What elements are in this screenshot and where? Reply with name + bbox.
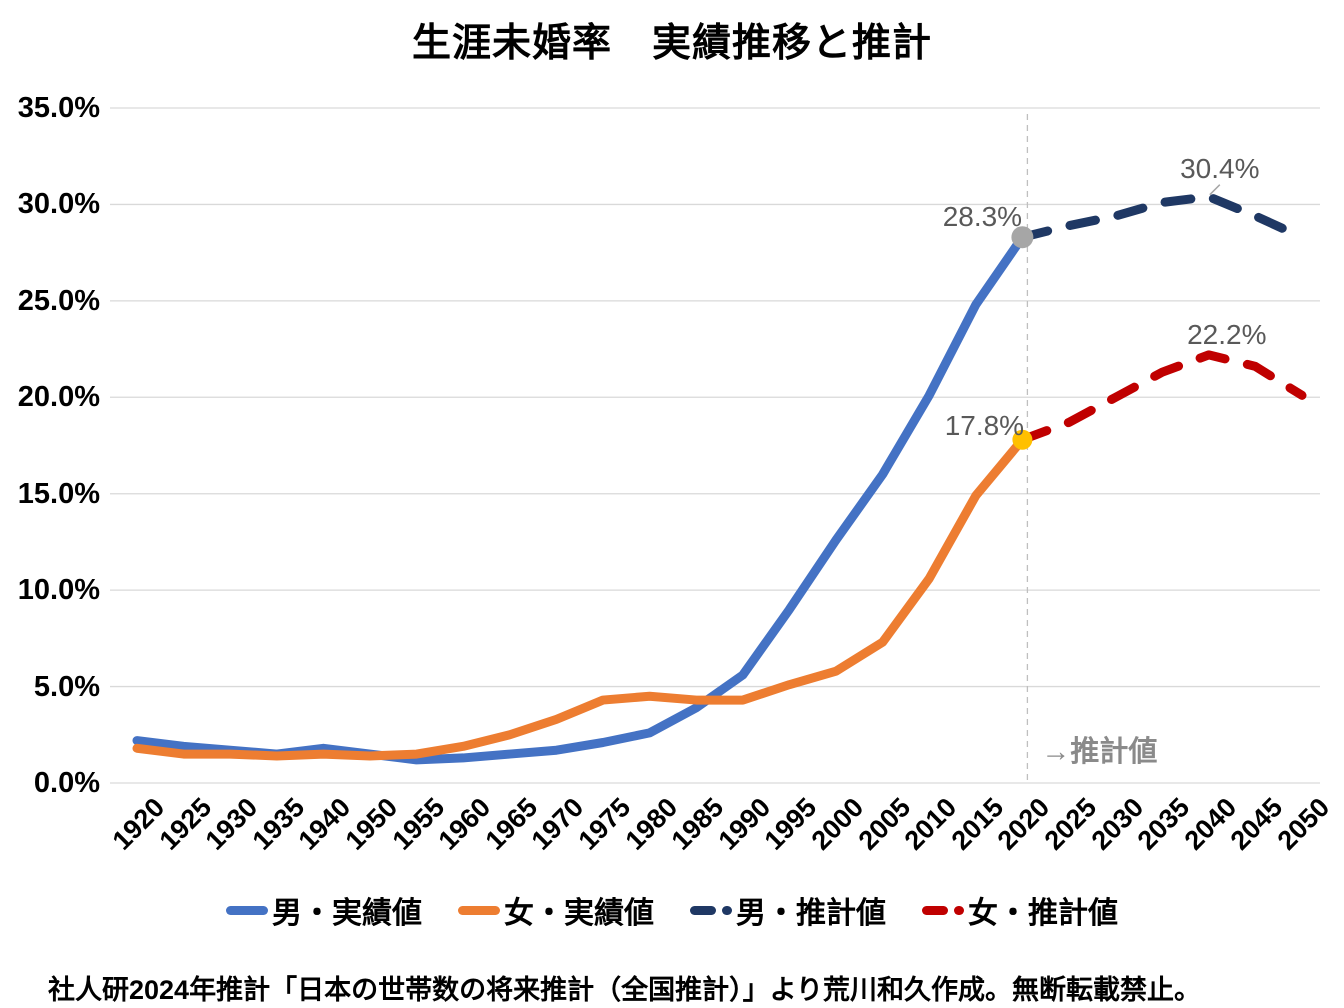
male_proj-line <box>1017 192 1307 242</box>
y-axis-tick-label: 30.0% <box>17 188 100 221</box>
y-axis-tick-label: 35.0% <box>17 92 100 124</box>
female_actual-line <box>132 435 1027 761</box>
female_actual-endpoint-marker <box>1012 429 1033 450</box>
value-annotation: 28.3% <box>942 201 1023 233</box>
legend-item-male_proj: 男・推計値 <box>690 888 886 932</box>
y-axis-tick-label: 20.0% <box>17 381 100 414</box>
female_proj-line <box>1017 350 1307 445</box>
value-annotation: 17.8% <box>944 409 1025 441</box>
legend-marker-male_actual <box>226 905 268 915</box>
legend-marker-male_proj <box>690 905 732 915</box>
male_actual-line <box>132 232 1027 765</box>
y-axis-tick-label: 25.0% <box>17 284 100 317</box>
annotation-leader-line <box>1209 184 1221 196</box>
legend-marker-female_proj <box>922 905 964 915</box>
y-axis-tick-label: 5.0% <box>33 670 100 703</box>
legend-label: 女・推計値 <box>968 897 1118 930</box>
legend-label: 男・推計値 <box>736 897 886 930</box>
source-credit: 社人研2024年推計「日本の世帯数の将来推計（全国推計）」より荒川和久作成。無断… <box>48 975 1202 1005</box>
legend-label: 女・実績値 <box>504 897 654 930</box>
legend: 男・実績値 女・実績値 男・推計値 女・推計値 <box>0 888 1344 932</box>
y-axis-tick-label: 10.0% <box>17 574 100 607</box>
male_actual-endpoint-marker <box>1011 226 1034 249</box>
legend-label: 男・実績値 <box>272 897 422 930</box>
value-annotation: 30.4% <box>1180 152 1260 184</box>
y-axis-tick-label: 0.0% <box>33 767 100 799</box>
legend-marker-female_actual <box>458 905 500 915</box>
legend-item-female_proj: 女・推計値 <box>922 888 1118 932</box>
y-axis-tick-label: 15.0% <box>17 477 100 510</box>
legend-item-male_actual: 男・実績値 <box>226 888 422 932</box>
value-annotation: 22.2% <box>1187 318 1267 350</box>
projection-divider-label: →推計値 <box>1041 736 1158 768</box>
legend-item-female_actual: 女・実績値 <box>458 888 654 932</box>
chart-title: 生涯未婚率 実績推移と推計 <box>411 22 932 65</box>
